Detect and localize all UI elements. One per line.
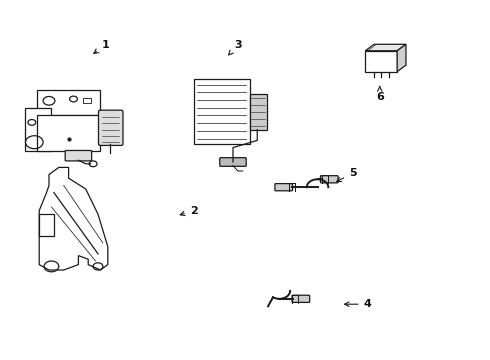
Text: 5: 5: [337, 168, 357, 182]
FancyBboxPatch shape: [194, 79, 250, 144]
FancyBboxPatch shape: [98, 110, 123, 145]
Text: 4: 4: [344, 299, 371, 309]
FancyBboxPatch shape: [37, 115, 100, 151]
FancyBboxPatch shape: [220, 158, 246, 166]
Polygon shape: [397, 44, 406, 72]
FancyBboxPatch shape: [275, 184, 293, 191]
FancyBboxPatch shape: [24, 108, 51, 151]
FancyBboxPatch shape: [320, 176, 338, 183]
FancyBboxPatch shape: [65, 150, 92, 161]
Text: 6: 6: [376, 86, 384, 102]
Polygon shape: [366, 44, 406, 51]
Text: 1: 1: [94, 40, 109, 53]
Text: 3: 3: [229, 40, 242, 55]
FancyBboxPatch shape: [366, 51, 397, 72]
FancyBboxPatch shape: [83, 98, 91, 103]
Text: 2: 2: [180, 206, 197, 216]
FancyBboxPatch shape: [292, 295, 310, 302]
FancyBboxPatch shape: [37, 90, 100, 115]
FancyBboxPatch shape: [39, 214, 54, 236]
FancyBboxPatch shape: [250, 94, 267, 130]
